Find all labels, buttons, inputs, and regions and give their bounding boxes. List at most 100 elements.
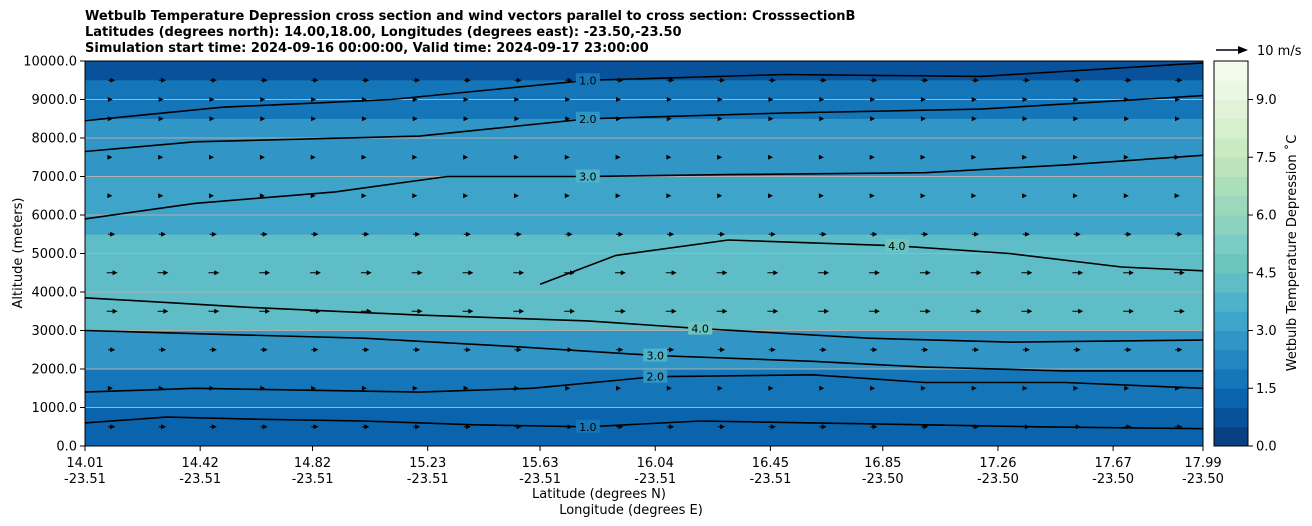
colorbar-tick-label-2: 3.0 (1256, 324, 1277, 339)
wind-vector-head (161, 347, 167, 353)
colorbar-tick-label-1: 1.5 (1256, 382, 1277, 397)
wind-vector-head (158, 193, 164, 199)
wind-vector-head (310, 193, 316, 199)
wind-vector-head (107, 193, 113, 199)
wind-vector-head (1126, 347, 1132, 353)
wind-vector-head (412, 97, 418, 102)
y-axis-label: Altitude (meters) (11, 198, 26, 309)
colorbar-tick-label-4: 6.0 (1256, 209, 1277, 224)
wind-vector-head (872, 77, 878, 83)
wind-vector-head (669, 77, 675, 83)
colorbar-segment-18 (1214, 80, 1248, 100)
wind-vector-head (514, 116, 520, 122)
x-tick-label-lat-4: 15.63 (521, 456, 558, 471)
wind-vector-head (615, 385, 621, 391)
wind-vector-head (315, 308, 321, 314)
wind-vector-head (262, 77, 268, 83)
x-tick-label-lat-2: 14.82 (294, 456, 331, 471)
wind-vector-head (821, 231, 827, 237)
wind-vector-head (364, 231, 370, 237)
colorbar-segment-19 (1214, 61, 1248, 81)
contour-label-0: 1.0 (579, 421, 597, 434)
colorbar-segment-17 (1214, 99, 1248, 120)
wind-vector-head (920, 97, 926, 102)
wind-vector-head (1024, 424, 1030, 430)
wind-vector-head (768, 97, 774, 102)
wind-vector-head (824, 270, 830, 276)
x-tick-label-lat-1: 14.42 (182, 456, 219, 471)
wind-vector-head (209, 385, 215, 391)
wind-vector-head (872, 347, 878, 353)
wind-vector-head (768, 385, 774, 391)
wind-vector-head (1126, 77, 1132, 83)
wind-vector-head (565, 385, 571, 391)
wind-vector-head (260, 385, 266, 391)
wind-vector-head (615, 193, 621, 199)
wind-vector-head (211, 347, 217, 353)
wind-vector-head (819, 97, 825, 102)
wind-vector-head (415, 77, 421, 83)
colorbar-tick-label-3: 4.5 (1256, 266, 1277, 281)
wind-vector-head (415, 424, 421, 430)
wind-vector-head (666, 97, 672, 102)
colorbar-segment-10 (1214, 234, 1248, 254)
wind-vector-head (671, 270, 677, 276)
colorbar-ticks: 0.0 1.5 3.0 4.5 6.0 7.5 9.0 (1248, 93, 1277, 455)
wind-vector-head (112, 270, 118, 276)
contour-label-6: 2.0 (579, 113, 597, 126)
wind-vector-head (1073, 116, 1079, 122)
colorbar-segment-3 (1214, 369, 1248, 389)
wind-vector-head (465, 231, 471, 237)
wind-vector-head (1177, 347, 1183, 353)
wind-vector-head (366, 270, 372, 276)
wind-vector-head (666, 193, 672, 199)
wind-vector-head (1024, 347, 1030, 353)
wind-vector-head (1128, 270, 1134, 276)
wind-vector-head (872, 231, 878, 237)
wind-vector-head (564, 154, 570, 160)
wind-vector-head (110, 231, 116, 237)
wind-vector-head (259, 193, 265, 199)
x-tick-label-lon-9: -23.50 (1092, 472, 1134, 487)
y-tick-label-2: 2000.0 (32, 363, 78, 378)
wind-reference-key: 10 m/s (1216, 44, 1302, 59)
y-tick-label-1: 1000.0 (32, 401, 78, 416)
x-tick-label-lat-9: 17.67 (1095, 456, 1132, 471)
wind-vector-head (567, 231, 573, 237)
wind-vector-head (722, 308, 728, 314)
colorbar-segment-5 (1214, 330, 1248, 351)
wind-vector-head (620, 270, 626, 276)
contour-label-2: 3.0 (646, 350, 664, 363)
wind-vector-head (364, 347, 370, 353)
colorbar-tick-label-0: 0.0 (1256, 440, 1277, 455)
wind-vector-head (514, 385, 520, 391)
wind-vector-head (770, 231, 776, 237)
colorbar (1213, 60, 1249, 447)
wind-vector-head (265, 270, 271, 276)
wind-vector-head (516, 347, 522, 353)
wind-vector-head (874, 308, 880, 314)
wind-vector-head (974, 231, 980, 237)
wind-vector-head (465, 77, 471, 83)
wind-vector-head (565, 97, 571, 102)
wind-vector-head (1024, 77, 1030, 83)
wind-vector-head (971, 97, 977, 102)
x-tick-label-lat-6: 16.45 (752, 456, 789, 471)
colorbar-segment-11 (1214, 215, 1248, 235)
wind-vector-head (310, 154, 316, 160)
wind-vector-head (1022, 193, 1028, 199)
wind-vector-head (821, 347, 827, 353)
colorbar-segment-12 (1214, 195, 1248, 216)
wind-vector-head (615, 154, 621, 160)
wind-vector-head (158, 385, 164, 391)
wind-vector-head (768, 116, 774, 122)
wind-vector-head (870, 385, 876, 391)
wind-vector-head (1078, 270, 1084, 276)
wind-vector-head (1027, 270, 1033, 276)
chart-title-line-3: Simulation start time: 2024-09-16 00:00:… (85, 41, 649, 56)
wind-vector-head (1126, 424, 1132, 430)
contour-line-1 (85, 373, 1203, 393)
wind-vector-head (163, 270, 169, 276)
wind-vector-head (874, 270, 880, 276)
wind-vector-head (107, 385, 113, 391)
